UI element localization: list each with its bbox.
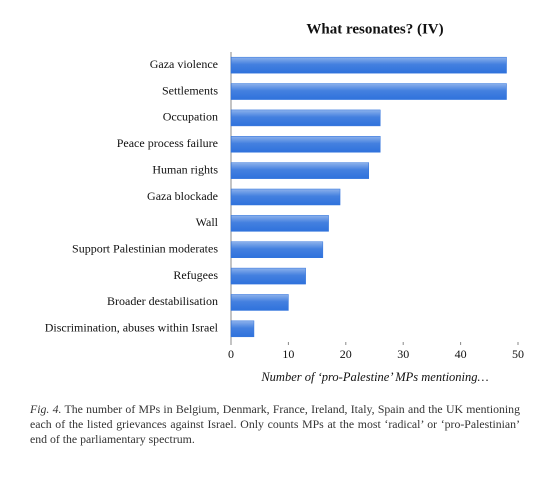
bar (230, 320, 255, 338)
y-tick-label: Peace process failure (117, 136, 218, 150)
y-tick-label: Occupation (163, 110, 218, 124)
chart-title: What resonates? (IV) (306, 21, 443, 37)
x-tick-label: 20 (340, 347, 352, 361)
bar (230, 162, 370, 179)
y-tick-label: Gaza violence (150, 57, 218, 71)
x-axis-label: Number of ‘pro-Palestine’ MPs mentioning… (260, 370, 488, 384)
y-tick-label: Settlements (162, 83, 218, 97)
bar (230, 188, 341, 206)
y-tick-label: Discrimination, abuses within Israel (45, 321, 219, 335)
bar (230, 83, 507, 100)
bar (230, 294, 289, 311)
bar (230, 241, 324, 258)
y-tick-label: Broader destabilisation (107, 294, 218, 308)
bar (230, 109, 381, 127)
bar (230, 56, 507, 74)
y-tick-label: Refugees (173, 268, 218, 282)
caption-label: Fig. 4. (30, 402, 62, 416)
x-tick-label: 40 (455, 347, 467, 361)
caption: Fig. 4. The number of MPs in Belgium, De… (30, 402, 520, 447)
bar (230, 136, 381, 153)
x-tick-label: 50 (512, 347, 524, 361)
bar (230, 215, 329, 232)
y-tick-label: Gaza blockade (147, 189, 218, 203)
x-tick-label: 10 (282, 347, 294, 361)
y-tick-label: Support Palestinian moderates (72, 241, 218, 255)
bar (230, 267, 306, 285)
y-tick-label: Human rights (152, 162, 218, 176)
y-tick-label: Wall (196, 215, 219, 229)
chart: What resonates? (IV) Number of ‘pro-Pale… (45, 21, 524, 384)
x-tick-label: 30 (397, 347, 409, 361)
x-tick-label: 0 (228, 347, 234, 361)
caption-text: The number of MPs in Belgium, Denmark, F… (30, 402, 520, 446)
